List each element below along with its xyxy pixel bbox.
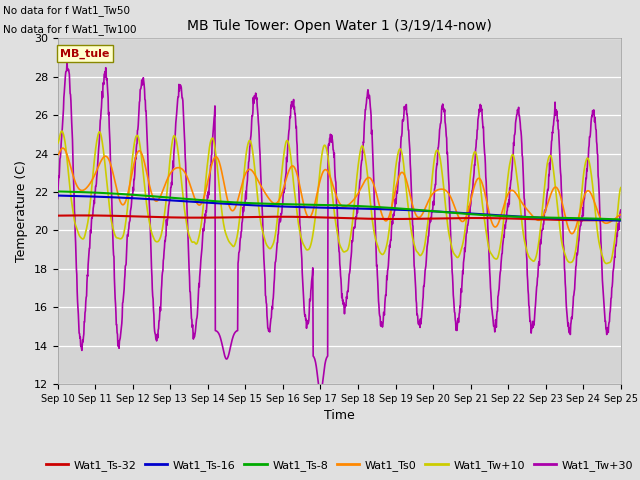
Legend: Wat1_Ts-32, Wat1_Ts-16, Wat1_Ts-8, Wat1_Ts0, Wat1_Tw+10, Wat1_Tw+30: Wat1_Ts-32, Wat1_Ts-16, Wat1_Ts-8, Wat1_… [41, 456, 637, 475]
Title: MB Tule Tower: Open Water 1 (3/19/14-now): MB Tule Tower: Open Water 1 (3/19/14-now… [187, 19, 492, 33]
Text: No data for f Wat1_Tw100: No data for f Wat1_Tw100 [3, 24, 137, 35]
Text: MB_tule: MB_tule [60, 49, 110, 59]
Y-axis label: Temperature (C): Temperature (C) [15, 160, 28, 262]
X-axis label: Time: Time [324, 409, 355, 422]
Text: No data for f Wat1_Tw50: No data for f Wat1_Tw50 [3, 5, 130, 16]
